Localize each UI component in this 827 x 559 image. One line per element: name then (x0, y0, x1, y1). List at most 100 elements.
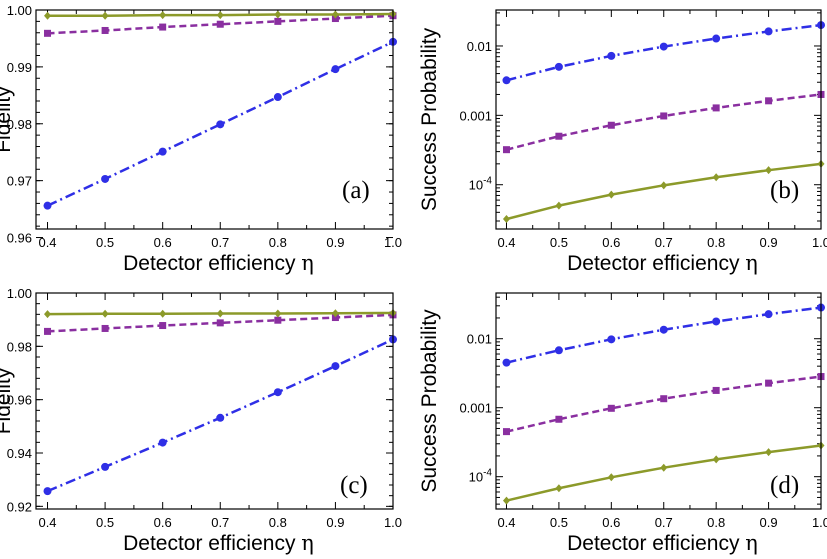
data-point (554, 62, 563, 71)
series-blue-circles (502, 21, 825, 85)
data-point (712, 317, 721, 326)
data-point (660, 112, 668, 120)
data-point (502, 428, 510, 436)
data-point (43, 487, 52, 496)
data-point (765, 379, 773, 387)
x-tick-label: 0.5 (96, 235, 114, 250)
x-tick-label: 0.9 (326, 515, 344, 530)
plot-frame (495, 292, 822, 510)
data-point (607, 51, 616, 60)
data-point (331, 314, 339, 322)
x-tick-label: 0.7 (655, 235, 673, 250)
y-tick-label: 0.98 (7, 117, 32, 132)
data-point (659, 42, 668, 51)
x-tick-label: 0.9 (326, 235, 344, 250)
data-point (555, 132, 563, 140)
data-point (660, 395, 668, 403)
x-axis-label: Detector efficiency η (567, 531, 758, 555)
data-point (502, 215, 510, 224)
data-point (555, 201, 563, 210)
data-point (765, 448, 773, 457)
eta-symbol: η (745, 531, 758, 555)
x-tick-label: 0.8 (269, 515, 287, 530)
ticks (36, 9, 394, 239)
series-line (506, 375, 822, 433)
data-point (712, 104, 720, 112)
data-point (331, 10, 339, 19)
data-point (216, 11, 224, 20)
data-point (159, 23, 167, 31)
data-point (44, 327, 52, 335)
y-tick-label: 1.00 (7, 3, 32, 18)
data-point (712, 34, 721, 43)
panel-label: (d) (770, 472, 799, 499)
y-tick-label: 0.99 (7, 60, 32, 75)
x-tick-label: 0.6 (602, 515, 620, 530)
data-point (555, 415, 563, 423)
data-point (44, 29, 52, 37)
data-point (216, 309, 224, 318)
panel-b: 0.4 0.5 0.6 0.7 0.8 0.9 1.0 10-4 0.001 0.01 (b) Det… (418, 9, 827, 275)
x-tick-label: 0.4 (38, 515, 56, 530)
series-olive-diamonds (44, 9, 397, 20)
x-axis-label: Detector efficiency η (567, 251, 758, 275)
x-axis-label: Detector efficiency η (123, 531, 314, 555)
data-point (274, 316, 282, 324)
y-tick-label: 0.001 (459, 401, 492, 416)
ticks (496, 293, 822, 509)
panel-a: 0.4 0.5 0.6 0.7 0.8 0.9 1.0 0.96 0.97 0.98 0.99 1.0… (0, 3, 402, 275)
data-point (216, 20, 224, 28)
data-point (273, 93, 282, 102)
data-point (712, 455, 720, 464)
y-tick-label: 0.01 (467, 332, 492, 347)
data-point (101, 324, 109, 332)
data-point (502, 76, 511, 85)
series-blue-circles (43, 335, 397, 496)
x-tick-label: 0.7 (655, 515, 673, 530)
panel-label: (b) (770, 177, 799, 204)
data-point (607, 190, 615, 199)
plot-frame (35, 292, 394, 510)
data-point (764, 27, 773, 36)
data-point (159, 322, 167, 330)
y-tick-label: 10-4 (469, 176, 493, 193)
data-point (660, 463, 668, 472)
x-tick-label: 1.0 (384, 515, 402, 530)
eta-symbol: η (301, 531, 314, 555)
x-tick-label: 0.9 (760, 235, 778, 250)
data-point (607, 473, 615, 482)
data-point (101, 174, 110, 183)
y-tick-label: 0.92 (7, 499, 32, 514)
data-point (607, 335, 616, 344)
x-tick-label: 1.0 (812, 235, 827, 250)
plot-frame (495, 9, 822, 230)
data-point (660, 181, 668, 190)
data-point (712, 173, 720, 182)
x-tick-label: 0.8 (707, 235, 725, 250)
x-axis-label: Detector efficiency η (123, 251, 314, 275)
data-point (43, 201, 52, 210)
data-point (659, 325, 668, 334)
data-point (274, 17, 282, 25)
data-point (502, 496, 510, 505)
x-tick-label: 0.4 (497, 515, 515, 530)
series-purple-squares (502, 373, 825, 436)
panel-c: 0.4 0.5 0.6 0.7 0.8 0.9 1.0 0.92 0.94 0.96 0.98 1.0… (0, 286, 402, 555)
series-purple-squares (502, 90, 825, 154)
series-olive-diamonds (502, 159, 825, 224)
data-point (44, 11, 52, 20)
x-tick-label: 1.0 (812, 515, 827, 530)
data-point (216, 413, 225, 422)
y-axis-label: Fidelity (0, 367, 15, 434)
data-point (101, 309, 109, 318)
data-point (216, 120, 225, 129)
data-point (712, 386, 720, 394)
y-tick-label: 0.001 (459, 108, 492, 123)
series-olive-diamonds (44, 309, 397, 319)
data-point (765, 166, 773, 175)
x-tick-label: 0.5 (550, 515, 568, 530)
data-point (607, 404, 615, 412)
data-point (554, 346, 563, 355)
y-tick-label: 0.94 (7, 446, 32, 461)
